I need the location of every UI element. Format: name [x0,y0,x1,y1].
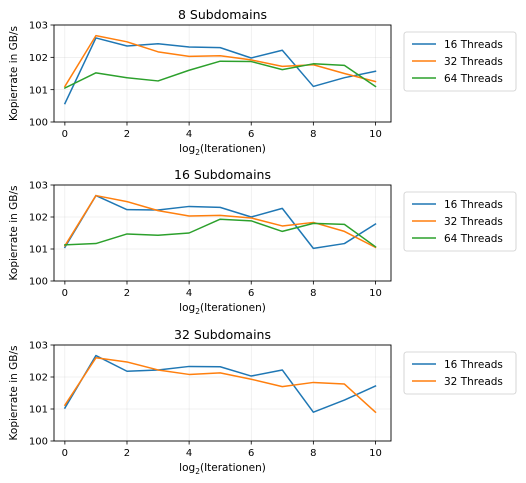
x-axis-label-subscript: 2 [195,148,200,157]
legend-entry-label: 16 Threads [444,39,503,51]
x-tick-label: 8 [310,448,316,459]
y-tick-label: 101 [29,405,48,416]
x-axis-label-subscript: 2 [195,467,200,476]
x-tick-label: 4 [186,129,192,140]
x-tick-label: 10 [369,448,382,459]
x-tick-label: 2 [124,129,130,140]
legend: 16 Threads 32 Threads 64 Threads [403,31,517,92]
x-tick-label: 0 [62,448,68,459]
legend-entry-label: 32 Threads [444,376,503,388]
x-tick-label: 0 [62,288,68,299]
y-tick-label: 100 [29,277,48,288]
y-tick-label: 103 [29,341,48,352]
x-tick-label: 6 [248,129,254,140]
legend-entry-label: 32 Threads [444,56,503,68]
x-tick-label: 4 [186,288,192,299]
x-tick-label: 4 [186,448,192,459]
x-tick-label: 10 [369,129,382,140]
legend-box [403,351,517,395]
legend: 16 Threads 32 Threads [403,351,517,395]
x-axis-label-base: log [179,143,195,155]
series-line-16-threads [63,354,377,413]
x-axis-label: log2(Iterationen) [179,143,266,157]
series-line-64-threads [64,218,377,248]
x-tick-label: 2 [124,448,130,459]
y-axis-label: Kopierrate in GB/s [8,186,20,281]
plot-frame [53,344,392,442]
x-tick-label: 6 [248,288,254,299]
legend-entry-label: 16 Threads [444,199,503,211]
y-axis-label: Kopierrate in GB/s [8,346,20,441]
y-tick-label: 101 [29,85,48,96]
y-axis-label: Kopierrate in GB/s [8,26,20,121]
x-axis-label-base: log [179,302,195,314]
x-axis-label-base: log [179,462,195,474]
y-tick-label: 102 [29,213,48,224]
x-tick-label: 8 [310,288,316,299]
x-axis-label-rest: (Iterationen) [200,302,266,314]
x-tick-label: 0 [62,129,68,140]
chart-title: 32 Subdomains [174,327,271,342]
series-line-32-threads [63,194,377,249]
legend: 16 Threads 32 Threads 64 Threads [403,191,517,252]
chart-title: 16 Subdomains [174,167,271,182]
x-axis-label-rest: (Iterationen) [200,462,266,474]
x-axis-label: log2(Iterationen) [179,302,266,316]
x-tick-label: 8 [310,129,316,140]
x-axis-label-subscript: 2 [195,307,200,316]
legend-box [403,191,517,252]
legend-entry-label: 32 Threads [444,216,503,228]
series-line-16-threads [63,194,377,250]
legend-entry-label: 64 Threads [444,73,503,85]
series-line-64-threads [63,60,377,90]
x-tick-label: 6 [248,448,254,459]
chart-title: 8 Subdomains [178,7,267,22]
plot-frame [53,184,392,282]
legend-entry-label: 64 Threads [444,233,503,245]
y-tick-label: 100 [29,437,48,448]
y-tick-label: 103 [29,181,48,192]
y-tick-label: 100 [29,118,48,129]
x-tick-label: 10 [369,288,382,299]
x-axis-label-rest: (Iterationen) [200,143,266,155]
series-line-16-threads [63,37,377,105]
series-line-32-threads [63,357,377,414]
legend-box [403,31,517,92]
y-tick-label: 103 [29,21,48,32]
plot-frame [53,24,392,123]
y-tick-label: 102 [29,373,48,384]
x-tick-label: 2 [124,288,130,299]
x-axis-label: log2(Iterationen) [179,462,266,476]
y-tick-label: 101 [29,245,48,256]
series-line-32-threads [63,34,377,88]
legend-entry-label: 16 Threads [444,359,503,371]
y-tick-label: 102 [29,53,48,64]
